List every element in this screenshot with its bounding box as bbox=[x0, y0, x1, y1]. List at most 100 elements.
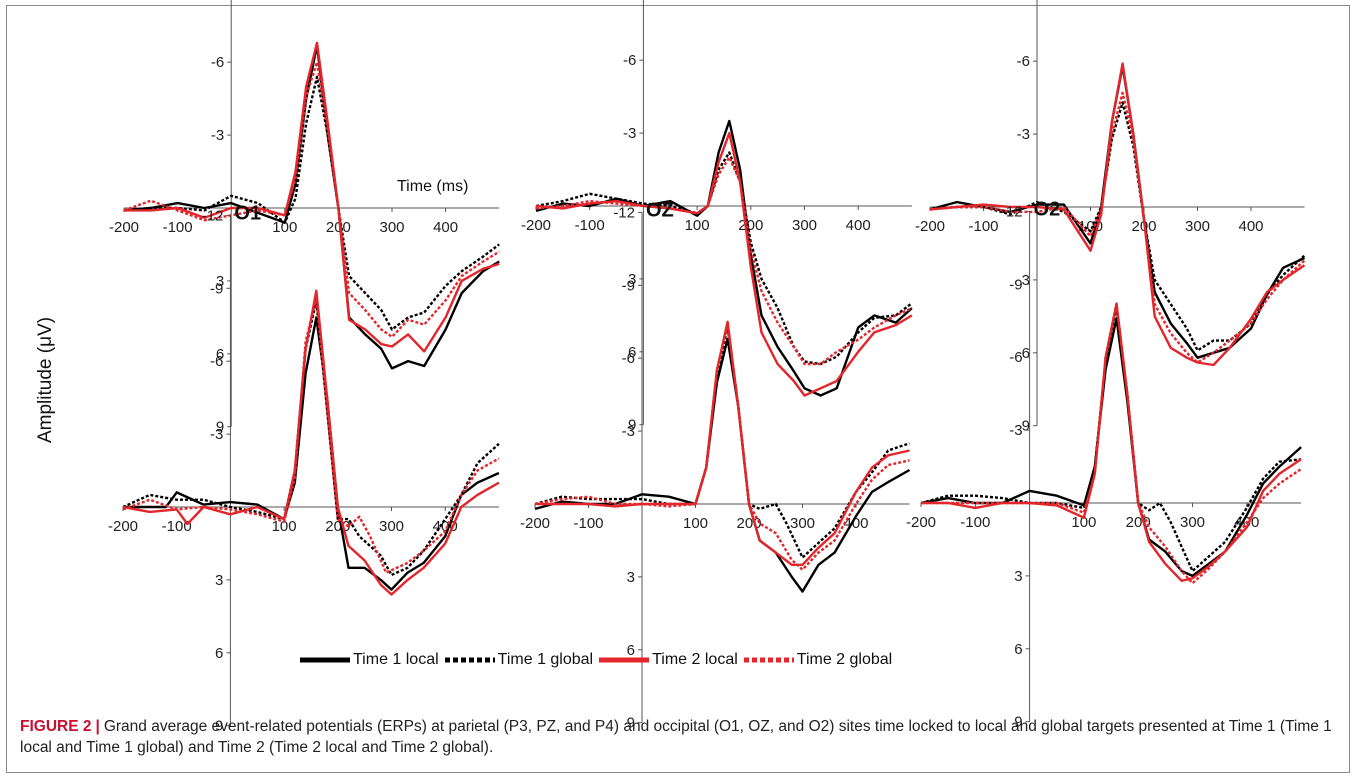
x-tick-label: 400 bbox=[1238, 218, 1263, 235]
caption-figure-label: FIGURE 2 bbox=[20, 718, 92, 735]
time-axis-annotation: Time (ms) bbox=[397, 178, 468, 195]
legend-label-time2-global: Time 2 global bbox=[796, 651, 893, 668]
legend-item-time2-local: Time 2 local bbox=[599, 651, 744, 669]
y-tick-label: 6 bbox=[1022, 345, 1030, 362]
y-tick-label: -3 bbox=[623, 125, 636, 142]
y-tick-label: 6 bbox=[216, 346, 224, 363]
x-tick-label: -200 bbox=[109, 219, 139, 236]
y-tick-label: 6 bbox=[215, 645, 223, 662]
series-line-time-2-global bbox=[122, 296, 500, 574]
caption-separator: | bbox=[95, 718, 100, 735]
y-tick-label: -12 bbox=[1001, 203, 1023, 220]
y-tick-label: 9 bbox=[215, 718, 223, 735]
y-tick-label: 3 bbox=[215, 572, 223, 589]
x-tick-label: -100 bbox=[575, 217, 605, 234]
series-line-time-2-global bbox=[534, 323, 910, 571]
legend-label-time2-local: Time 2 local bbox=[652, 651, 738, 668]
legend-item-time1-global: Time 1 global bbox=[444, 651, 599, 669]
series-line-time-2-local bbox=[124, 41, 500, 353]
x-tick-label: -100 bbox=[163, 219, 193, 236]
panel-oz: -12 -9 -6 -3 3 6 9 -200 -100 100 200 300 400 OZ bbox=[520, 199, 911, 732]
x-tick-label: 100 bbox=[272, 518, 297, 535]
y-tick-label: -9 bbox=[622, 277, 635, 294]
y-tick-label: -12 bbox=[202, 207, 224, 224]
panel-title: O1 bbox=[234, 202, 261, 224]
y-tick-label: 3 bbox=[1022, 272, 1030, 289]
panel-title: OZ bbox=[646, 199, 674, 221]
x-tick-label: -200 bbox=[915, 218, 945, 235]
x-tick-label: 300 bbox=[379, 219, 404, 236]
y-tick-label: -3 bbox=[1009, 422, 1022, 439]
y-tick-label: -6 bbox=[210, 353, 223, 370]
legend-swatch-time2-local bbox=[599, 657, 650, 663]
x-tick-label: -100 bbox=[968, 218, 998, 235]
series-line-time-1-local bbox=[534, 337, 911, 593]
y-tick-label: -3 bbox=[211, 127, 224, 144]
panel-title: O2 bbox=[1034, 198, 1061, 220]
legend-swatch-time1-local bbox=[300, 657, 350, 663]
series-line-time-1-local bbox=[920, 317, 1302, 578]
y-tick-label: -6 bbox=[1017, 53, 1030, 70]
y-tick-label: -9 bbox=[1009, 276, 1022, 293]
y-tick-label: -9 bbox=[210, 280, 223, 297]
y-tick-label: -6 bbox=[211, 54, 224, 71]
legend-item-time1-local: Time 1 local bbox=[300, 651, 445, 669]
y-tick-label: 9 bbox=[627, 715, 635, 732]
x-tick-label: -200 bbox=[521, 217, 551, 234]
x-tick-label: 100 bbox=[685, 217, 710, 234]
y-tick-label: 6 bbox=[628, 344, 636, 361]
legend: Time 1 local Time 1 global Time 2 local … bbox=[300, 649, 898, 671]
y-tick-label: 9 bbox=[628, 417, 636, 434]
y-tick-label: 3 bbox=[628, 271, 636, 288]
series-line-time-2-global bbox=[929, 91, 1306, 364]
y-tick-label: -6 bbox=[623, 52, 636, 69]
y-tick-label: 6 bbox=[1014, 641, 1022, 658]
caption-text: Grand average event-related potentials (… bbox=[20, 718, 1332, 756]
series-line-time-2-global bbox=[921, 302, 1302, 585]
series-line-time-2-global bbox=[535, 156, 913, 366]
x-tick-label: -100 bbox=[162, 518, 192, 535]
x-tick-label: 200 bbox=[738, 217, 763, 234]
y-tick-label: 3 bbox=[216, 273, 224, 290]
y-tick-label: -3 bbox=[622, 423, 635, 440]
figure-caption: FIGURE 2 | Grand average event-related pot… bbox=[20, 716, 1340, 758]
x-tick-label: 300 bbox=[379, 518, 404, 535]
x-tick-label: 300 bbox=[792, 217, 817, 234]
series-line-time-1-global bbox=[122, 299, 500, 577]
panel-o1: -12 -9 -6 -3 3 6 9 -200 -100 100 200 300 400 O1 bbox=[108, 202, 500, 735]
y-tick-label: -3 bbox=[1017, 126, 1030, 143]
series-line-time-2-local bbox=[535, 131, 913, 397]
x-tick-label: 300 bbox=[1185, 218, 1210, 235]
x-tick-label: -200 bbox=[906, 514, 936, 531]
y-tick-label: -6 bbox=[622, 350, 635, 367]
y-axis-label-container: Amplitude (μV) bbox=[26, 317, 66, 443]
x-tick-label: 200 bbox=[326, 219, 351, 236]
x-tick-label: -200 bbox=[108, 518, 138, 535]
legend-swatch-time2-global bbox=[743, 657, 794, 663]
y-tick-label: 3 bbox=[627, 569, 635, 586]
y-tick-label: -3 bbox=[210, 426, 223, 443]
x-tick-label: 400 bbox=[433, 219, 458, 236]
x-tick-label: 300 bbox=[790, 515, 815, 532]
x-tick-label: 100 bbox=[683, 515, 708, 532]
legend-label-time1-local: Time 1 local bbox=[353, 651, 439, 668]
x-tick-label: 300 bbox=[1180, 514, 1205, 531]
series-line-time-1-local bbox=[123, 316, 500, 591]
x-tick-label: 400 bbox=[846, 217, 871, 234]
y-tick-label: 9 bbox=[216, 419, 224, 436]
y-tick-label: 9 bbox=[1014, 714, 1022, 731]
series-line-time-1-global bbox=[123, 75, 500, 331]
x-tick-label: -100 bbox=[960, 514, 990, 531]
y-tick-label: 3 bbox=[1014, 568, 1022, 585]
y-tick-label: 6 bbox=[627, 642, 635, 659]
x-tick-label: 100 bbox=[1071, 514, 1096, 531]
y-axis-label: Amplitude (μV) bbox=[35, 316, 56, 444]
legend-label-time1-global: Time 1 global bbox=[497, 651, 594, 668]
legend-swatch-time1-global bbox=[444, 657, 495, 663]
x-tick-label: -200 bbox=[520, 515, 550, 532]
